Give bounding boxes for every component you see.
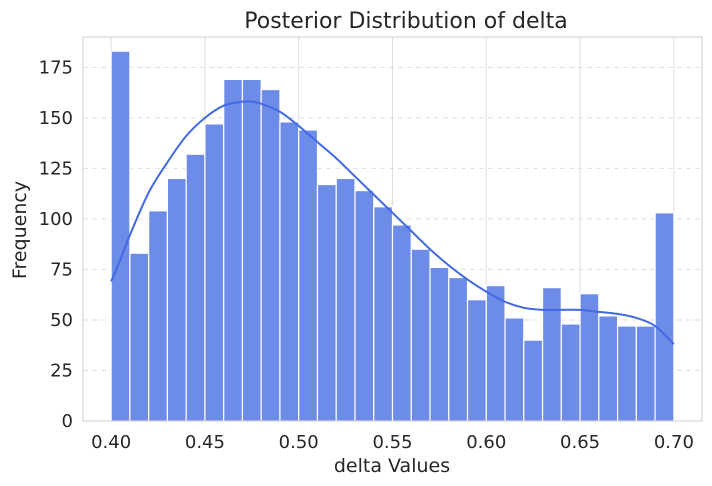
histogram-bar-5 (185, 153, 206, 422)
y-tick-label: 75 (50, 259, 73, 280)
histogram-bar-27 (598, 315, 619, 422)
histogram-bar-26 (579, 293, 600, 422)
kde-curve (110, 100, 675, 345)
y-tick-label: 100 (39, 209, 73, 230)
axis-frame (82, 36, 703, 422)
histogram-bar-12 (316, 183, 337, 422)
plot-frame (82, 36, 703, 422)
histogram-bar-13 (335, 177, 356, 422)
histogram-bar-7 (223, 78, 244, 422)
y-tick-label: 0 (62, 411, 73, 432)
histogram-bar-18 (429, 266, 450, 422)
histogram-bar-17 (410, 248, 431, 422)
histogram-bar-24 (541, 287, 562, 422)
histogram-bar-15 (373, 206, 394, 422)
histogram-bar-25 (560, 323, 581, 422)
histogram-bar-9 (260, 88, 281, 422)
x-tick-label: 0.65 (560, 432, 600, 453)
kde-layer (110, 100, 675, 345)
histogram-bar-16 (391, 224, 412, 422)
x-tick-label: 0.60 (466, 432, 506, 453)
x-tick-label: 0.45 (185, 432, 225, 453)
x-axis-title: delta Values (334, 455, 450, 477)
histogram-bar-1 (110, 50, 131, 422)
histogram-bar-29 (635, 325, 656, 422)
histogram-bar-6 (204, 123, 225, 422)
y-tick-label: 50 (50, 310, 73, 331)
x-tick-label: 0.40 (91, 432, 131, 453)
y-axis-title: Frequency (9, 181, 31, 279)
chart-title: Posterior Distribution of delta (244, 9, 567, 34)
histogram-bar-10 (279, 121, 300, 422)
histogram-bar-4 (166, 177, 187, 422)
y-tick-label: 125 (39, 158, 73, 179)
histogram-bar-11 (298, 129, 319, 422)
histogram-bar-3 (148, 210, 169, 422)
histogram-bar-2 (129, 252, 150, 422)
histogram-bar-8 (241, 78, 262, 422)
x-tick-label: 0.55 (372, 432, 412, 453)
histogram-bar-30 (654, 212, 675, 422)
histogram-bar-14 (354, 190, 375, 422)
y-tick-label: 175 (39, 57, 73, 78)
histogram-bar-21 (485, 284, 506, 422)
y-tick-label: 150 (39, 108, 73, 129)
tick-labels: 0 25 50 75 100 125 150 175 0.40 0.45 0.50 0.55 0.60 0… (39, 57, 694, 453)
histogram-bar-20 (466, 299, 487, 422)
histogram-bar-28 (616, 325, 637, 422)
histogram-bar-23 (523, 339, 544, 422)
histogram-bar-22 (504, 317, 525, 422)
histogram-bar-19 (448, 276, 469, 422)
x-tick-label: 0.50 (279, 432, 319, 453)
y-tick-label: 25 (50, 360, 73, 381)
x-tick-label: 0.70 (654, 432, 694, 453)
